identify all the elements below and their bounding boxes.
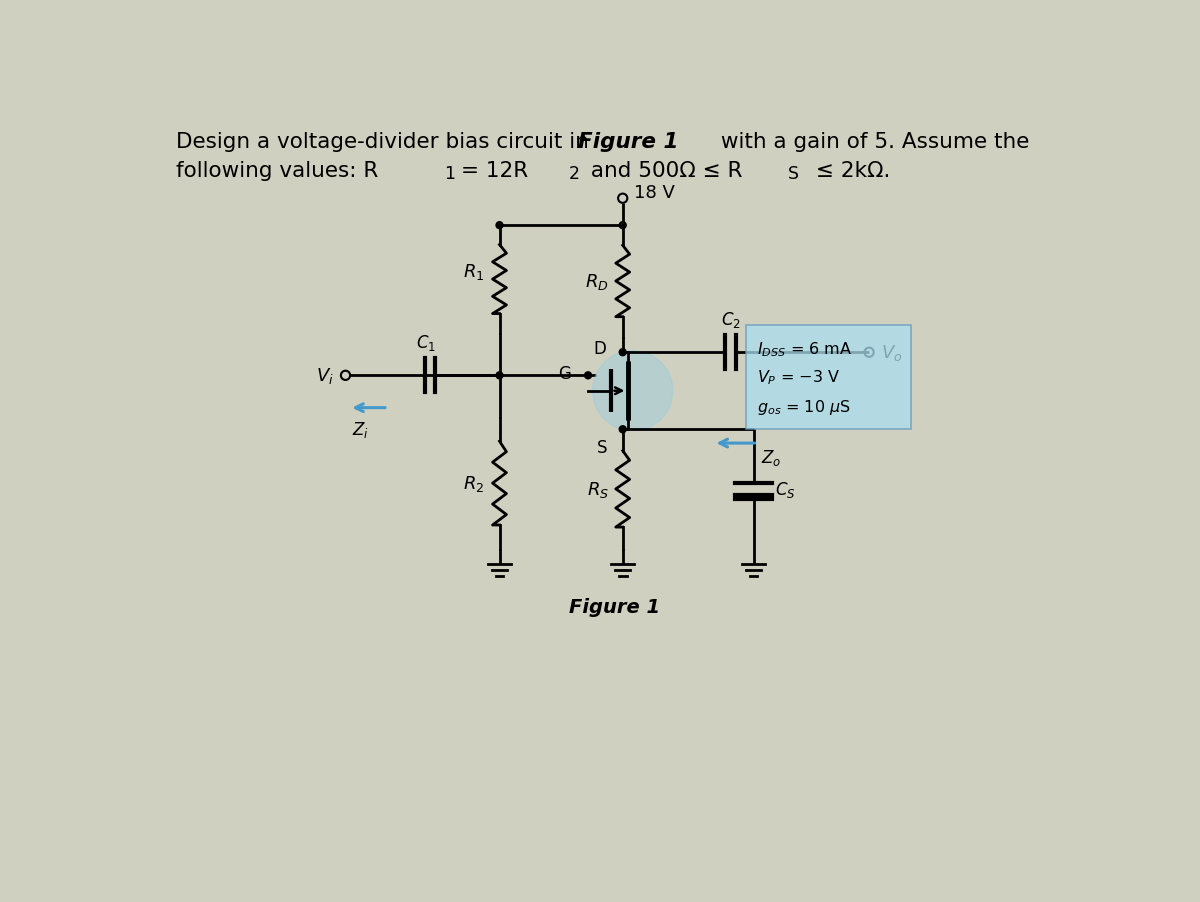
Text: D: D [593,340,606,358]
Text: $R_2$: $R_2$ [463,474,484,493]
Text: $V_P$ = $-$3 V: $V_P$ = $-$3 V [757,368,841,387]
Circle shape [496,373,503,380]
Text: Figure 1: Figure 1 [578,132,678,152]
Text: = 12R: = 12R [461,161,528,180]
Text: 2: 2 [569,164,580,182]
Text: ≤ 2kΩ.: ≤ 2kΩ. [809,161,890,180]
Text: S: S [788,164,799,182]
Text: with a gain of 5. Assume the: with a gain of 5. Assume the [714,132,1028,152]
Text: $g_{os}$ = 10 $\mu$S: $g_{os}$ = 10 $\mu$S [757,397,851,416]
Text: $Z_o$: $Z_o$ [761,447,781,467]
Text: $R_S$: $R_S$ [587,479,608,500]
Text: 18 V: 18 V [635,184,676,202]
Circle shape [584,373,592,380]
Text: $C_1$: $C_1$ [416,333,437,353]
Text: $C_S$: $C_S$ [775,479,796,500]
Circle shape [619,223,626,229]
Text: $R_D$: $R_D$ [586,272,608,291]
Text: $C_2$: $C_2$ [720,309,740,330]
Text: 1: 1 [444,164,455,182]
Text: and 500Ω ≤ R: and 500Ω ≤ R [584,161,743,180]
Text: $I_{DSS}$ = 6 mA: $I_{DSS}$ = 6 mA [757,340,853,358]
Text: Design a voltage-divider bias circuit in: Design a voltage-divider bias circuit in [176,132,596,152]
Text: $V_o$: $V_o$ [881,343,902,363]
Text: $V_i$: $V_i$ [316,366,334,386]
Circle shape [619,427,626,433]
Text: $Z_i$: $Z_i$ [352,419,368,439]
Circle shape [496,223,503,229]
Text: S: S [596,439,607,457]
FancyBboxPatch shape [746,326,912,429]
Text: $R_1$: $R_1$ [463,262,484,282]
Text: G: G [558,364,571,382]
Text: following values: R: following values: R [176,161,378,180]
Text: Figure 1: Figure 1 [570,597,660,616]
Circle shape [619,349,626,356]
Circle shape [593,351,673,431]
